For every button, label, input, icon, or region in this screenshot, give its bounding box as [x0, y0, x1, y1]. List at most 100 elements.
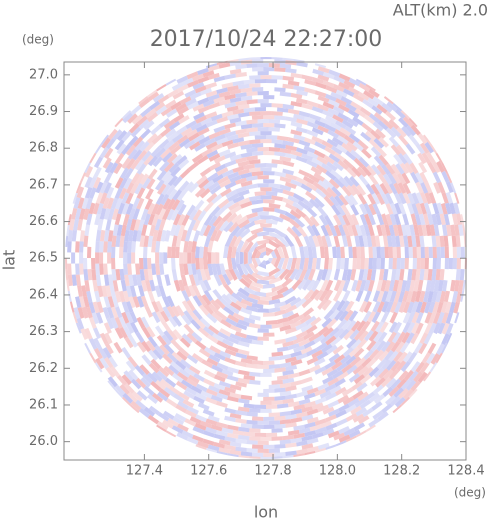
echo-cell [104, 357, 114, 369]
echo-cell [125, 144, 136, 156]
echo-cell [354, 398, 367, 408]
echo-cell [251, 115, 264, 120]
echo-cell [373, 367, 385, 379]
echo-cell [317, 95, 330, 103]
echo-cell [348, 310, 359, 322]
echo-cell [322, 71, 335, 80]
echo-cell [235, 360, 247, 368]
echo-cell [143, 120, 155, 131]
echo-cell [171, 133, 184, 144]
echo-cell [376, 279, 383, 292]
echo-cell [316, 234, 324, 247]
echo-cell [364, 330, 374, 342]
echo-cell [260, 131, 272, 136]
echo-cell [124, 167, 134, 180]
echo-cell [171, 198, 181, 211]
echo-cell [130, 182, 139, 195]
echo-cell [70, 207, 78, 220]
echo-cell [428, 246, 433, 258]
echo-cell [135, 331, 145, 344]
echo-cell [95, 241, 100, 253]
echo-cell [271, 436, 283, 441]
echo-cell [217, 175, 229, 185]
echo-cell [136, 341, 147, 353]
echo-cell [407, 192, 416, 205]
echo-cell [224, 93, 236, 101]
echo-cell [325, 268, 332, 281]
echo-cell [147, 155, 159, 167]
echo-cell [104, 342, 114, 355]
echo-cell [274, 207, 287, 215]
echo-cell [340, 96, 353, 105]
echo-cell [378, 350, 389, 362]
echo-cell [317, 66, 330, 74]
echo-cell [368, 246, 373, 258]
echo-cell [293, 113, 305, 121]
echo-cell [279, 63, 292, 69]
echo-cell [205, 426, 217, 434]
echo-cell [334, 128, 346, 138]
echo-cell [263, 67, 275, 72]
echo-cell [388, 279, 396, 292]
echo-cell [73, 197, 81, 209]
echo-cell [65, 290, 72, 303]
echo-cell [419, 171, 428, 184]
echo-cell [328, 69, 341, 78]
echo-cell [443, 290, 450, 303]
echo-cell [175, 199, 185, 211]
echo-cell [408, 370, 419, 382]
echo-cell [151, 311, 161, 324]
echo-cell [260, 408, 272, 413]
echo-cell [398, 370, 409, 382]
echo-cell [293, 134, 306, 141]
echo-cell [333, 268, 341, 281]
echo-cell [286, 258, 293, 271]
echo-cell [358, 235, 365, 247]
echo-cell [319, 390, 332, 399]
echo-cell [214, 163, 227, 173]
echo-cell [419, 290, 426, 303]
echo-cell [243, 375, 255, 381]
echo-cell [81, 306, 89, 319]
echo-cell [129, 218, 137, 231]
echo-cell [224, 357, 237, 365]
echo-cell [401, 125, 412, 137]
echo-cell [183, 366, 196, 377]
echo-cell [226, 293, 238, 304]
echo-cell [157, 183, 167, 195]
echo-cell [203, 246, 208, 258]
echo-cell [151, 240, 157, 253]
echo-cell [189, 365, 201, 375]
echo-cell [333, 327, 345, 339]
echo-cell [445, 301, 452, 314]
echo-cell [364, 290, 372, 303]
echo-cell [243, 163, 255, 170]
echo-cell [385, 213, 393, 226]
echo-cell [301, 376, 313, 384]
echo-cell [235, 410, 247, 416]
echo-cell [99, 332, 109, 345]
echo-cell [124, 274, 130, 287]
echo-cell [373, 331, 383, 343]
echo-cell [246, 99, 258, 105]
echo-cell [94, 290, 101, 303]
echo-cell [357, 193, 367, 205]
echo-cell [186, 354, 199, 364]
echo-cell [317, 206, 328, 218]
echo-cell [155, 325, 165, 337]
echo-field [65, 57, 467, 459]
echo-cell [196, 175, 208, 186]
echo-cell [419, 362, 430, 374]
echo-cell [67, 241, 72, 253]
echo-cell [95, 312, 104, 324]
echo-cell [453, 202, 460, 215]
echo-cell [125, 360, 136, 372]
echo-cell [340, 246, 345, 258]
echo-cell [290, 72, 303, 79]
echo-cell [419, 332, 428, 345]
echo-cell [393, 351, 404, 363]
echo-cell [197, 209, 207, 222]
echo-cell [151, 392, 164, 403]
echo-cell [212, 173, 224, 184]
echo-cell [294, 235, 304, 248]
